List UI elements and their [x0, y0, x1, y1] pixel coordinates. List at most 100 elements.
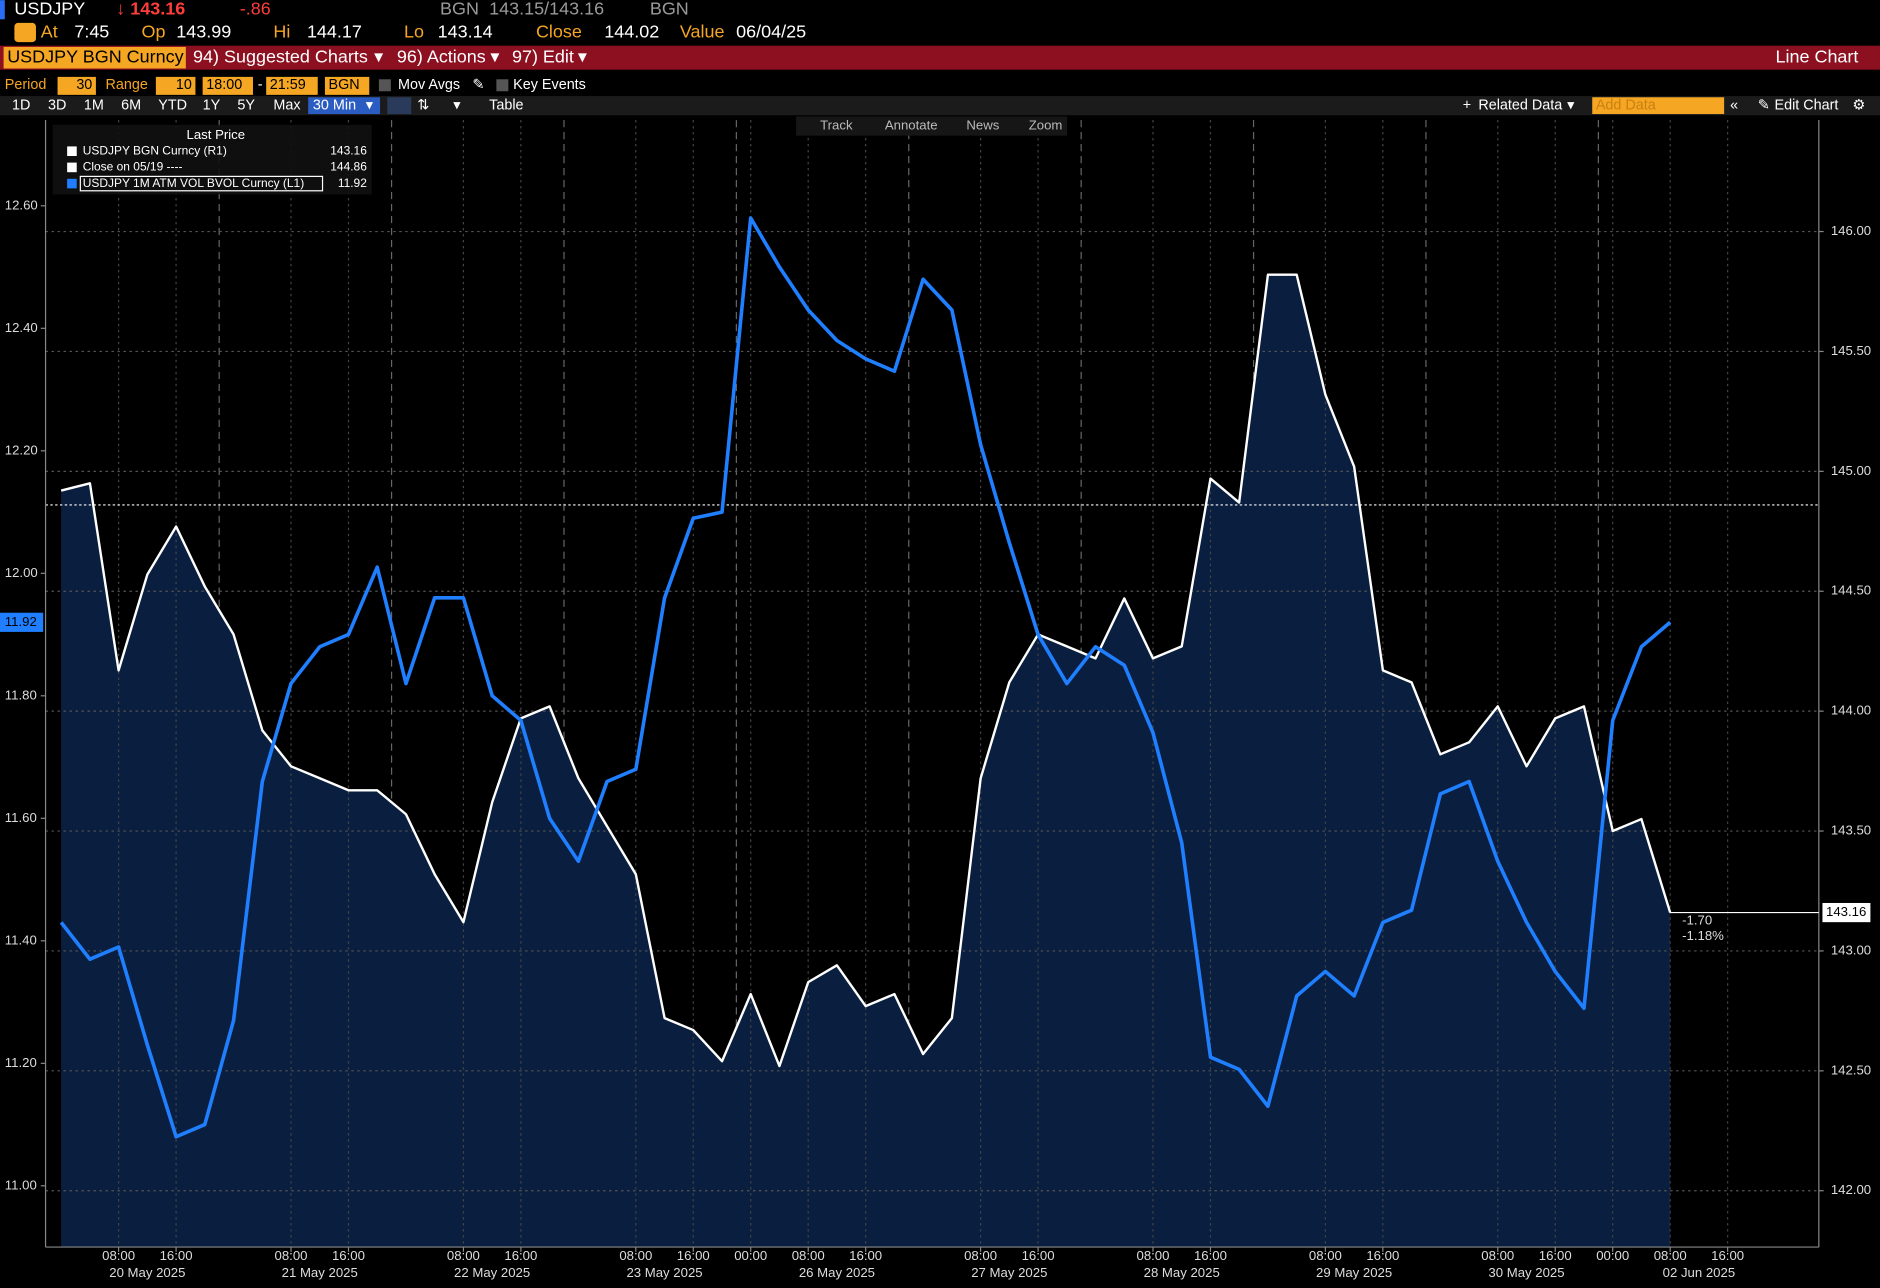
tool-button[interactable]: Zoom — [1029, 118, 1063, 133]
x-tick-label: 16:00 — [677, 1248, 710, 1263]
x-tick-label: 08:00 — [102, 1248, 135, 1263]
edit-menu[interactable]: 97) Edit — [512, 46, 574, 66]
day-label: 28 May 2025 — [1144, 1265, 1220, 1280]
edit-chart[interactable]: Edit Chart — [1774, 97, 1838, 113]
x-tick-label: 08:00 — [619, 1248, 652, 1263]
last-value-badge — [0, 612, 44, 632]
start-time[interactable]: 18:00 — [206, 77, 242, 93]
dropdown-arrow: ▾ — [490, 46, 499, 66]
interval-box[interactable] — [308, 97, 381, 115]
start-box[interactable] — [202, 76, 253, 95]
legend-swatch — [67, 146, 77, 157]
value-date: 06/04/25 — [736, 21, 806, 41]
tools: Track Annotate News Zoom — [820, 118, 1062, 133]
range-box[interactable] — [155, 76, 196, 95]
bar-icon[interactable]: ⇅ — [417, 97, 429, 113]
low-label: Lo — [404, 21, 424, 41]
security[interactable]: USDJPY BGN Curncy — [7, 46, 183, 66]
pencil-icon[interactable]: ✎ — [472, 77, 484, 93]
chart-type: Line Chart — [1776, 46, 1859, 66]
checkbox[interactable] — [378, 79, 391, 92]
y2-tick-label: 146.00 — [1831, 223, 1871, 238]
add-data-box[interactable] — [1592, 97, 1725, 115]
legend — [52, 124, 372, 195]
y2-tick-label: 143.00 — [1831, 942, 1871, 957]
legend-highlight — [79, 175, 324, 192]
x-tick-label: 16:00 — [1711, 1248, 1744, 1263]
dash: - — [258, 77, 263, 93]
day-label: 23 May 2025 — [626, 1265, 702, 1280]
value-label: Value — [680, 21, 725, 41]
dropdown-arrow: ▾ — [578, 46, 587, 66]
x-tick-label: 08:00 — [275, 1248, 308, 1263]
x-tick-label: 16:00 — [1366, 1248, 1399, 1263]
x-tick-label: 08:00 — [1309, 1248, 1342, 1263]
legend-swatch — [67, 162, 77, 173]
y2-tick-label: 144.50 — [1831, 583, 1871, 598]
clock-icon — [14, 22, 36, 43]
bid-ask: 143.15/143.16 — [489, 0, 604, 18]
ticker-marker — [0, 0, 5, 20]
end-time[interactable]: 21:59 — [270, 77, 306, 93]
timeframe-button[interactable]: 1D — [12, 97, 30, 113]
open-label: Op — [141, 21, 165, 41]
dropdown-arrow: ▾ — [366, 97, 373, 113]
timeframe-button[interactable]: 1Y — [203, 97, 221, 113]
at-label: At — [41, 21, 58, 41]
source[interactable]: BGN — [329, 77, 360, 93]
low-value: 143.14 — [438, 21, 493, 41]
table-button[interactable]: Table — [489, 97, 523, 113]
suggested-charts[interactable]: 94) Suggested Charts — [193, 46, 368, 66]
y-tick-label: 12.20 — [5, 442, 38, 457]
x-tick-label: 08:00 — [1654, 1248, 1687, 1263]
dropdown-arrow: ▾ — [453, 97, 460, 113]
period-box[interactable] — [57, 76, 96, 95]
end-box[interactable] — [266, 76, 318, 95]
related-data[interactable]: Related Data — [1478, 97, 1562, 113]
y-tick-label: 12.00 — [5, 565, 38, 580]
tool-button[interactable]: News — [966, 118, 999, 133]
y-tick-label: 11.60 — [5, 810, 37, 825]
checkbox[interactable] — [496, 79, 509, 92]
x-tick-label: 16:00 — [504, 1248, 537, 1263]
timeframe-button[interactable]: Max — [273, 97, 301, 113]
actions-menu[interactable]: 96) Actions — [397, 46, 486, 66]
day-label: 29 May 2025 — [1316, 1265, 1392, 1280]
key-events[interactable]: Key Events — [513, 77, 586, 93]
ticker: USDJPY — [14, 0, 85, 18]
y2-tick-label: 144.00 — [1831, 703, 1871, 718]
mov-avgs[interactable]: Mov Avgs — [398, 77, 460, 93]
source-box[interactable] — [324, 76, 370, 95]
dropdown-arrow: ▾ — [1567, 97, 1574, 113]
day-label: 20 May 2025 — [109, 1265, 185, 1280]
last-value-badge — [1822, 902, 1871, 923]
day-label: 21 May 2025 — [282, 1265, 358, 1280]
legend-name: Close on 05/19 ---- — [83, 160, 183, 174]
x-tick-label: 08:00 — [1137, 1248, 1170, 1263]
series-line — [59, 216, 1672, 1139]
legend-name: USDJPY 1M ATM VOL BVOL Curncy (L1) — [83, 176, 304, 190]
line-icon[interactable] — [387, 97, 412, 115]
x-tick-label: 16:00 — [1539, 1248, 1572, 1263]
x-tick-label: 16:00 — [1194, 1248, 1227, 1263]
tool-button[interactable]: Annotate — [885, 118, 938, 133]
timeframe-button[interactable]: YTD — [158, 97, 187, 113]
tool-button[interactable]: Track — [820, 118, 853, 133]
day-label: 02 Jun 2025 — [1663, 1265, 1736, 1280]
timeframe-button[interactable]: 5Y — [237, 97, 255, 113]
day-label: 26 May 2025 — [799, 1265, 875, 1280]
settings-icon[interactable]: ⚙ — [1852, 97, 1865, 113]
add-data[interactable]: Add Data — [1596, 97, 1656, 113]
interval[interactable]: 30 Min — [313, 97, 356, 113]
range[interactable]: 10 — [176, 77, 192, 93]
security-box[interactable] — [3, 46, 186, 69]
open-value: 143.99 — [176, 21, 231, 41]
period[interactable]: 30 — [76, 77, 92, 93]
collapse-icon[interactable]: « — [1730, 97, 1738, 113]
timeframe-button[interactable]: 6M — [121, 97, 141, 113]
range-label: Range — [106, 77, 148, 93]
timeframe-button[interactable]: 3D — [48, 97, 66, 113]
y2-tick-label: 142.00 — [1831, 1182, 1871, 1197]
timeframe-button[interactable]: 1M — [84, 97, 104, 113]
y-tick-label: 11.00 — [5, 1177, 37, 1192]
